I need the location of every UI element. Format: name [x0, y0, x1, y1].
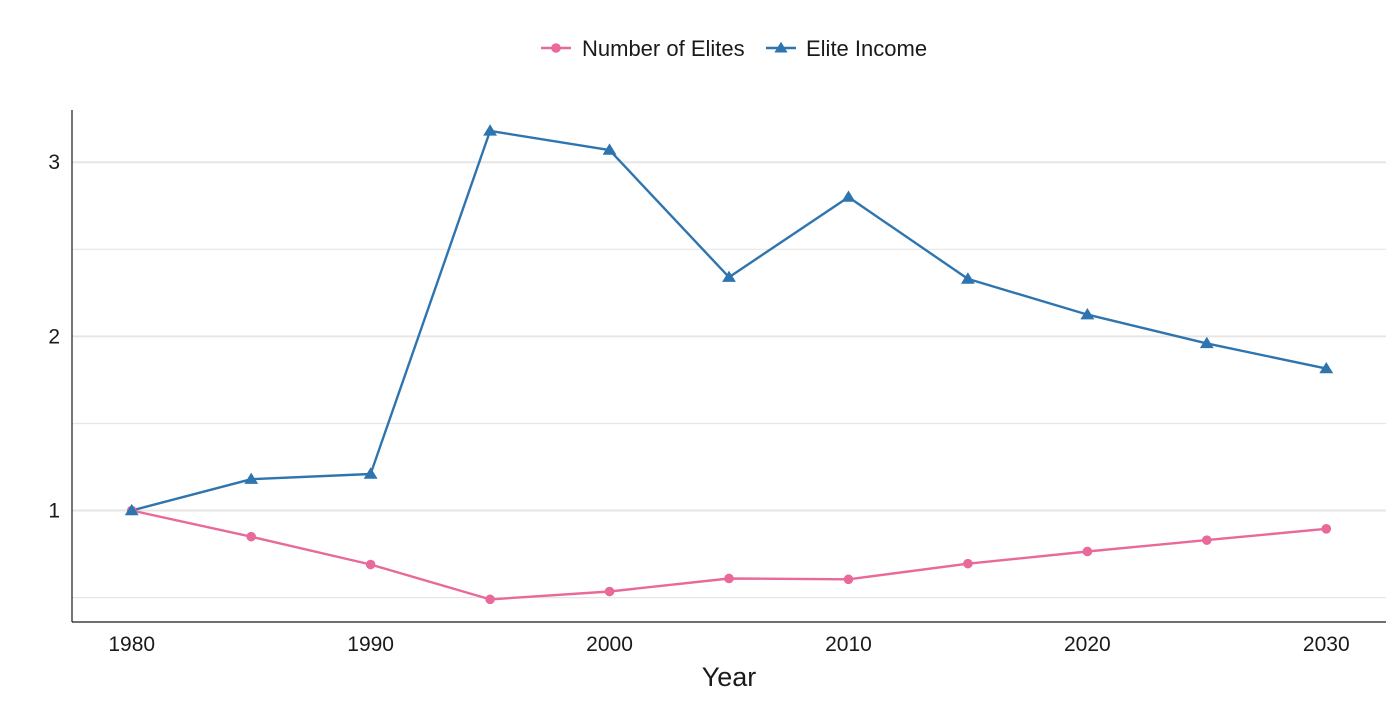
x-tick-label: 2010 [825, 633, 872, 656]
legend-label: Elite Income [806, 36, 927, 61]
legend-item: Number of Elites [541, 36, 745, 61]
data-point-triangle [363, 467, 378, 479]
data-point-circle [724, 573, 734, 584]
data-point-circle [246, 531, 256, 542]
data-point-triangle [602, 143, 617, 155]
gridlines [72, 161, 1386, 599]
y-tick-label: 1 [48, 500, 60, 523]
data-point-circle [604, 586, 615, 597]
data-point-circle [1202, 535, 1212, 545]
data-point-circle [963, 558, 973, 569]
data-point-triangle [483, 124, 497, 136]
series-markers [124, 124, 1334, 605]
data-point-triangle [722, 270, 736, 282]
data-point-triangle [244, 472, 259, 484]
data-point-triangle [1199, 336, 1214, 349]
x-tick-label: 2020 [1064, 633, 1111, 656]
y-tick-label: 2 [48, 325, 60, 348]
data-point-triangle [841, 190, 856, 202]
data-point-circle [365, 559, 376, 570]
data-point-circle [551, 43, 561, 53]
x-axis-title: Year [702, 662, 757, 692]
axes: 1 2 3 1980 1990 2000 2010 2020 2030 [48, 110, 1386, 656]
data-point-triangle [961, 272, 975, 284]
data-point-triangle [1080, 308, 1095, 320]
data-point-circle [485, 594, 495, 605]
data-point-triangle [774, 41, 788, 53]
data-point-circle [843, 574, 854, 585]
series-line [130, 509, 1328, 601]
x-tick-label: 1980 [108, 633, 155, 656]
data-point-circle [1082, 546, 1093, 557]
data-point-triangle [1319, 362, 1334, 374]
y-tick-label: 3 [48, 151, 60, 174]
data-point-circle [1321, 524, 1332, 534]
series-lines [130, 129, 1328, 601]
legend-item: Elite Income [766, 36, 927, 61]
x-tick-label: 2000 [586, 633, 633, 656]
legend: Number of Elites Elite Income [541, 36, 927, 61]
series-line [130, 129, 1328, 512]
data-point-triangle [124, 503, 139, 516]
x-tick-label: 1990 [347, 633, 394, 656]
x-tick-label: 2030 [1303, 633, 1350, 656]
legend-label: Number of Elites [582, 36, 745, 61]
